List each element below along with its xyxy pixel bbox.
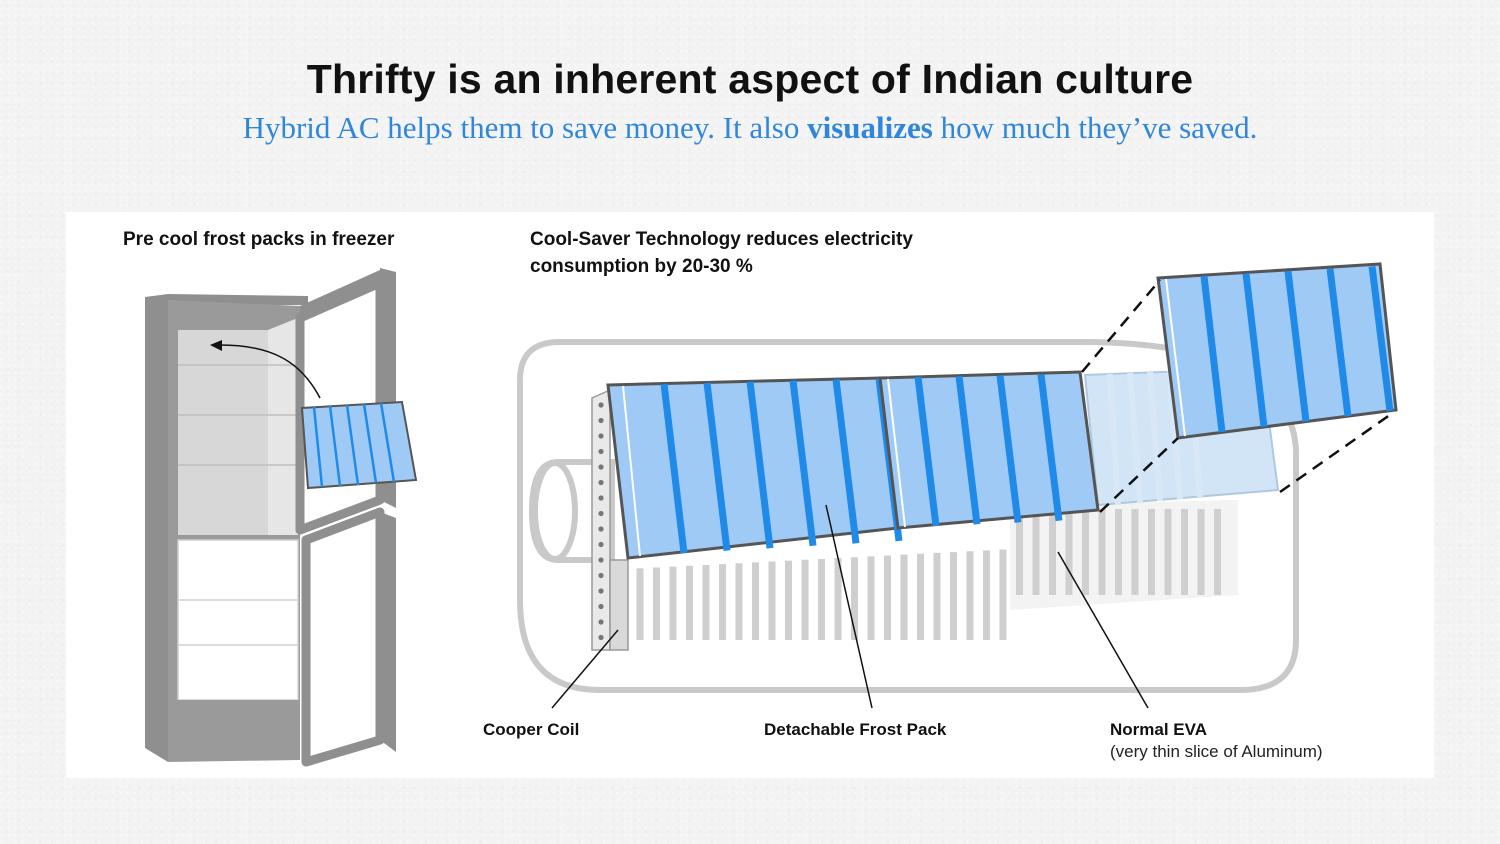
subtitle-emphasis: visualizes bbox=[807, 110, 933, 145]
callout-frost-pack: Detachable Frost Pack bbox=[764, 720, 947, 739]
ac-frost-pack-main bbox=[606, 376, 903, 560]
subtitle-text-end: how much they’ve saved. bbox=[932, 110, 1258, 145]
evaporator-fins bbox=[628, 500, 1238, 650]
ac-frost-pack-detached bbox=[1156, 262, 1398, 440]
fridge-frost-pack bbox=[300, 400, 418, 490]
callout-cooper-coil: Cooper Coil bbox=[483, 720, 580, 739]
page-title: Thrifty is an inherent aspect of Indian … bbox=[306, 56, 1194, 102]
ac-unit-illustration bbox=[517, 262, 1398, 709]
ac-frost-pack-second bbox=[878, 370, 1100, 530]
ac-heading-line-2: consumption by 20-30 % bbox=[530, 256, 753, 277]
callout-eva-note: (very thin slice of Aluminum) bbox=[1110, 742, 1323, 761]
arrow-head-icon bbox=[210, 340, 222, 351]
ac-heading-line-1: Cool-Saver Technology reduces electricit… bbox=[530, 229, 913, 250]
copper-coil bbox=[591, 388, 629, 651]
transfer-arrow-icon bbox=[219, 344, 321, 399]
page-subtitle: Hybrid AC helps them to save money. It a… bbox=[0, 110, 1500, 146]
subtitle-text-start: Hybrid AC helps them to save money. It a… bbox=[242, 110, 808, 145]
fridge-heading: Pre cool frost packs in freezer bbox=[123, 229, 395, 250]
callout-normal-eva: Normal EVA bbox=[1110, 720, 1207, 739]
fridge-illustration bbox=[145, 268, 418, 767]
